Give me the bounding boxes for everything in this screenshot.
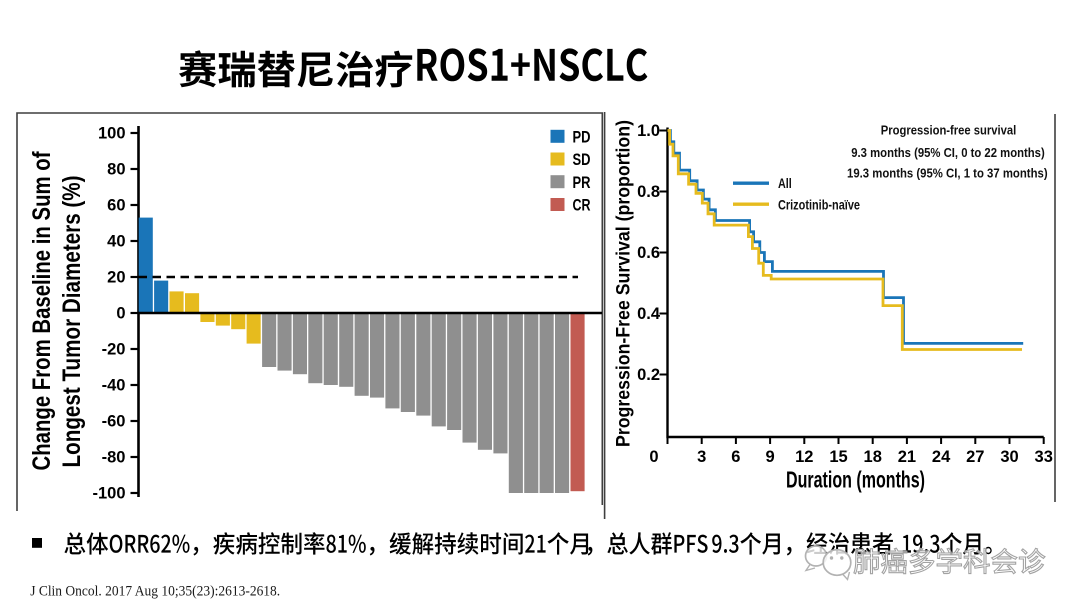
svg-text:0: 0 [116, 305, 125, 323]
svg-text:20: 20 [107, 269, 125, 287]
svg-text:24: 24 [932, 448, 951, 466]
svg-text:12: 12 [795, 448, 813, 466]
svg-text:40: 40 [107, 233, 125, 251]
svg-text:SD: SD [573, 151, 591, 169]
svg-text:Progression-Free Survival (pro: Progression-Free Survival (proportion) [613, 120, 635, 447]
svg-text:0.2: 0.2 [637, 366, 660, 384]
svg-text:PD: PD [573, 128, 591, 146]
svg-text:0.4: 0.4 [637, 305, 661, 323]
svg-text:60: 60 [107, 197, 125, 215]
svg-text:Crizotinib-naïve: Crizotinib-naïve [778, 198, 860, 213]
svg-text:All: All [778, 176, 792, 191]
svg-text:-60: -60 [102, 413, 126, 431]
svg-text:27: 27 [966, 448, 984, 466]
svg-text:Progression-free survival: Progression-free survival [881, 123, 1017, 138]
svg-text:100: 100 [98, 125, 126, 143]
svg-text:Duration (months): Duration (months) [786, 467, 925, 493]
svg-text:Change From Baseline in Sum of: Change From Baseline in Sum of [28, 151, 56, 471]
svg-text:21: 21 [898, 448, 916, 466]
svg-text:6: 6 [731, 448, 740, 466]
svg-text:9.3 months (95% CI, 0 to 22 mo: 9.3 months (95% CI, 0 to 22 months) [851, 145, 1045, 160]
svg-text:-80: -80 [102, 449, 126, 467]
svg-text:0: 0 [649, 448, 658, 466]
svg-text:19.3 months (95% CI, 1 to 37 m: 19.3 months (95% CI, 1 to 37 months) [847, 166, 1048, 181]
svg-text:-40: -40 [102, 377, 126, 395]
svg-text:0.6: 0.6 [637, 244, 660, 262]
svg-text:J Clin Oncol. 2017 Aug 10;35(2: J Clin Oncol. 2017 Aug 10;35(23):2613-26… [30, 584, 280, 600]
svg-text:-20: -20 [102, 341, 126, 359]
svg-text:-100: -100 [92, 485, 125, 503]
svg-text:15: 15 [829, 448, 847, 466]
svg-text:0.8: 0.8 [637, 183, 660, 201]
svg-text:30: 30 [1000, 448, 1018, 466]
svg-text:18: 18 [864, 448, 882, 466]
svg-text:PR: PR [573, 174, 591, 192]
svg-text:CR: CR [573, 197, 591, 215]
svg-text:80: 80 [107, 161, 125, 179]
svg-text:33: 33 [1035, 448, 1053, 466]
svg-text:1.0: 1.0 [637, 122, 660, 140]
svg-text:9: 9 [766, 448, 775, 466]
svg-text:Longest Tumor Diameters (%): Longest Tumor Diameters (%) [58, 176, 86, 468]
svg-text:3: 3 [697, 448, 706, 466]
